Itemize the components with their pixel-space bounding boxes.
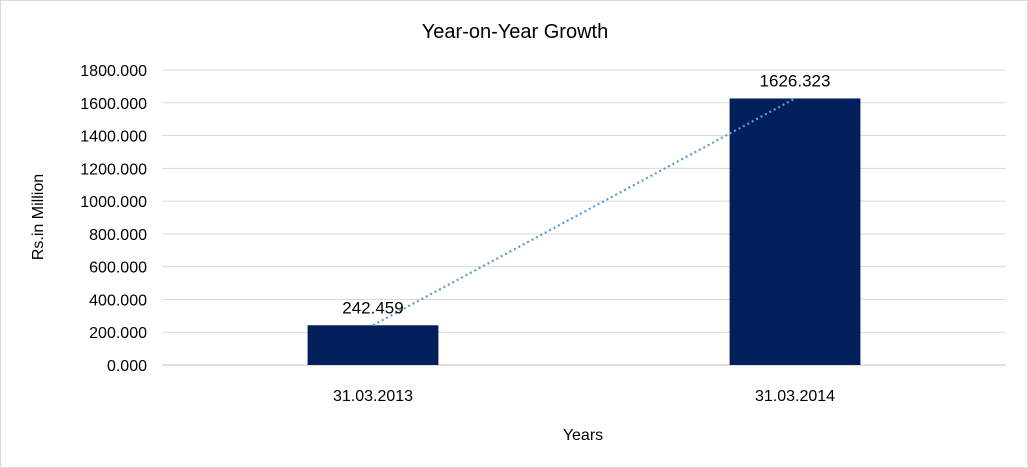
chart-title: Year-on-Year Growth [422, 21, 608, 43]
y-tick-label: 0.000 [107, 358, 147, 375]
y-tick-label: 1800.000 [80, 63, 147, 80]
y-tick-label: 1000.000 [80, 194, 147, 211]
y-tick-label: 800.000 [89, 227, 147, 244]
x-tick-label: 31.03.2014 [755, 388, 835, 405]
y-tick-label: 200.000 [89, 325, 147, 342]
y-tick-label: 1400.000 [80, 129, 147, 146]
x-tick-label: 31.03.2013 [333, 388, 413, 405]
y-tick-label: 600.000 [89, 260, 147, 277]
x-axis-ticks: 31.03.2013 31.03.2014 [333, 388, 835, 405]
x-axis-label: Years [563, 427, 603, 444]
gridlines [162, 69, 1006, 366]
data-labels: 242.459 1626.323 [342, 71, 830, 317]
bars [307, 98, 861, 365]
bar [729, 98, 861, 365]
y-tick-label: 1600.000 [80, 96, 147, 113]
y-axis-ticks: 0.000 200.000 400.000 600.000 800.000 1000.00… [80, 63, 147, 375]
data-label: 1626.323 [760, 71, 831, 90]
data-label: 242.459 [342, 298, 403, 317]
y-tick-label: 1200.000 [80, 161, 147, 178]
y-axis-label: Rs.in Million [30, 174, 47, 260]
y-tick-label: 400.000 [89, 292, 147, 309]
bar [307, 325, 439, 365]
